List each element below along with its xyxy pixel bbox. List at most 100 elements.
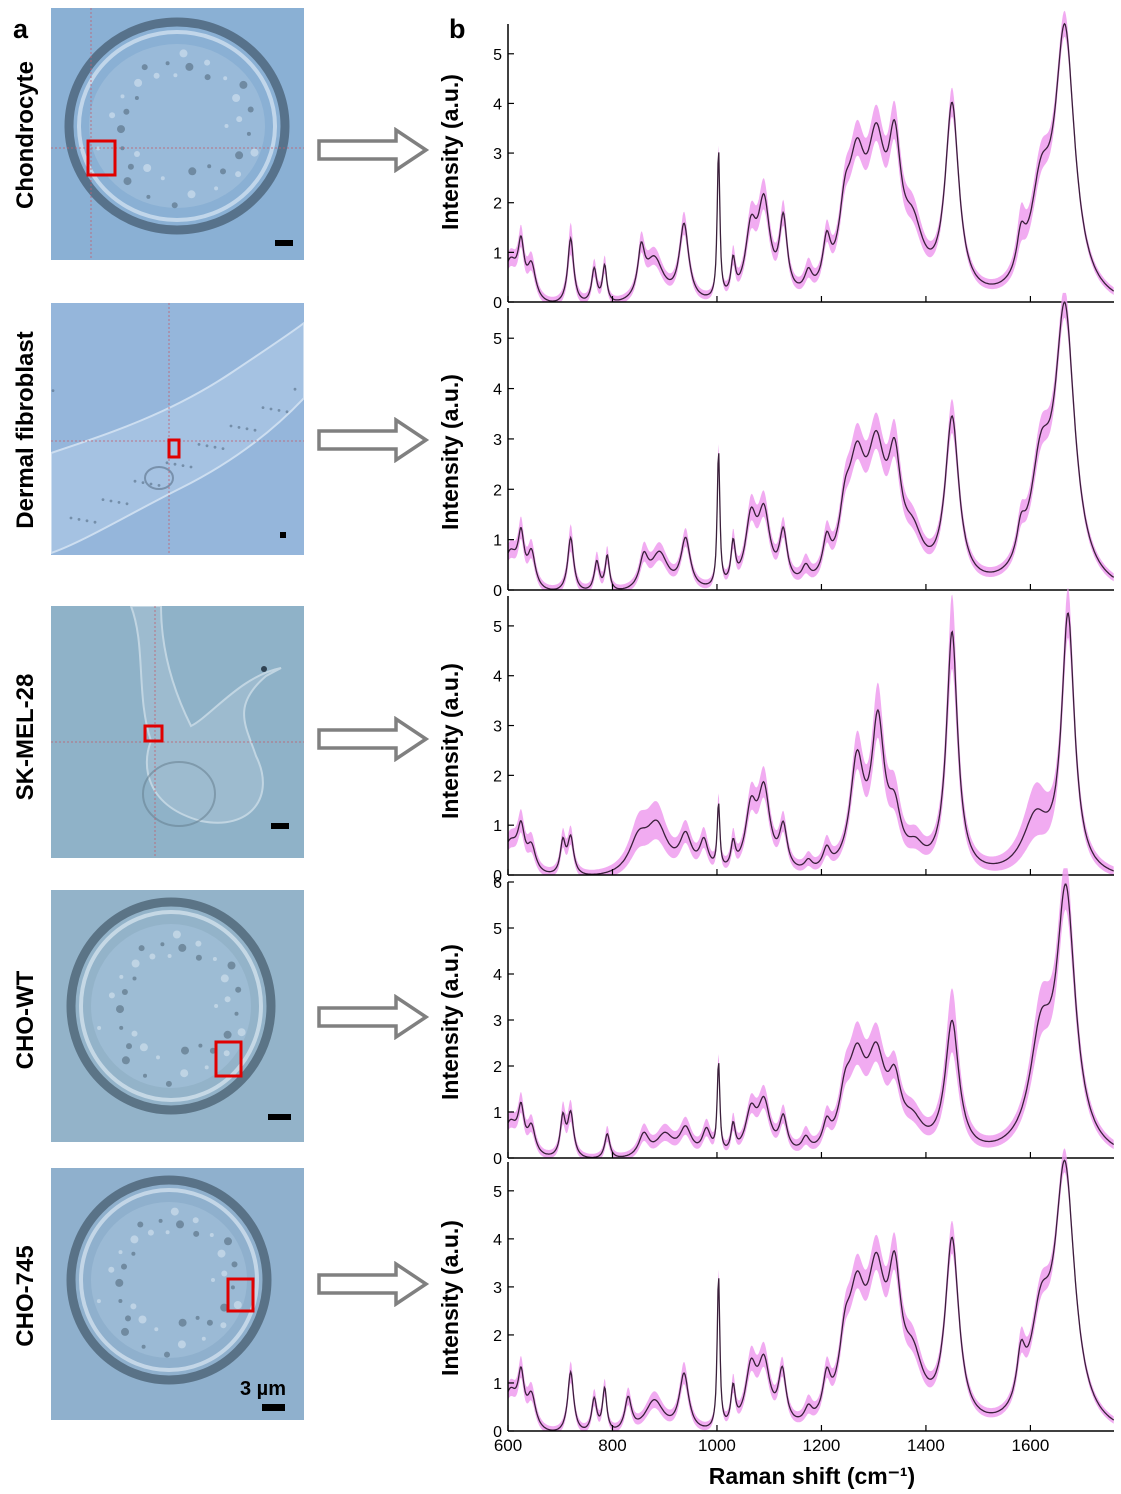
arrow-right-icon	[317, 127, 430, 173]
x-tick-label: 1600	[1011, 1436, 1049, 1455]
granule	[223, 1030, 232, 1039]
granule	[121, 1056, 130, 1065]
granule	[133, 479, 137, 483]
scale-bar	[262, 1404, 285, 1411]
cell-membrane	[64, 17, 290, 235]
granule	[253, 428, 257, 432]
granule	[147, 1229, 154, 1236]
y-axis-label: Intensity (a.u.)	[437, 663, 463, 819]
granule	[237, 1028, 246, 1037]
y-tick-label: 2	[493, 196, 502, 213]
mean-spectrum-3	[507, 612, 1114, 875]
x-tick-label: 600	[494, 1436, 522, 1455]
granule	[125, 1315, 131, 1322]
y-tick-label: 5	[493, 331, 502, 348]
granule	[178, 943, 187, 952]
y-tick-label: 4	[493, 96, 502, 113]
granule	[209, 1047, 216, 1054]
granule	[134, 78, 143, 87]
granule	[141, 64, 148, 71]
granule	[121, 989, 128, 995]
arrow-right-icon	[317, 716, 430, 762]
granule	[154, 1327, 159, 1332]
y-tick-label: 4	[493, 1232, 502, 1249]
panel-b-label: b	[449, 14, 466, 44]
micrograph-chondrocyte	[51, 8, 304, 260]
granule	[185, 62, 194, 71]
granule	[123, 177, 132, 186]
granule	[178, 1318, 187, 1327]
granule	[177, 1340, 186, 1349]
y-tick-label: 3	[493, 146, 502, 163]
granule	[138, 945, 145, 952]
granule	[121, 1327, 129, 1336]
y-tick-label: 1	[493, 1376, 502, 1393]
granule	[119, 974, 124, 979]
granule	[180, 1069, 189, 1078]
granule	[221, 447, 225, 450]
y-tick-label: 5	[493, 619, 502, 636]
granule	[198, 1043, 203, 1048]
granule	[195, 1315, 200, 1320]
sd-band-4	[508, 868, 1114, 1158]
roi-box	[226, 1277, 255, 1313]
granule	[237, 426, 241, 429]
y-tick-label: 5	[493, 47, 502, 64]
granule	[171, 202, 178, 209]
cell-cytoplasm	[91, 1202, 247, 1358]
micrograph-cho-745	[51, 1168, 304, 1420]
scale-bar	[271, 823, 289, 829]
y-axis-label: Intensity (a.u.)	[437, 944, 463, 1100]
granule	[118, 1299, 123, 1303]
debris-dot	[261, 666, 267, 672]
arrow-shape	[317, 994, 430, 1040]
granule	[96, 146, 101, 151]
x-tick-label: 1000	[698, 1436, 736, 1455]
roi-box	[143, 724, 164, 743]
y-tick-label: 1	[493, 533, 502, 550]
granule	[160, 176, 165, 181]
mean-spectrum-2	[507, 301, 1115, 590]
granule	[109, 499, 113, 503]
y-tick-label: 2	[493, 1328, 502, 1345]
granule	[239, 80, 248, 89]
y-tick-label: 6	[493, 875, 502, 892]
granule	[214, 1004, 219, 1008]
granule	[235, 171, 242, 178]
granule	[119, 1025, 124, 1030]
granule	[109, 112, 116, 119]
granule	[149, 482, 153, 486]
sd-band-1	[508, 10, 1114, 303]
sd-band-3	[508, 588, 1114, 875]
granule	[130, 1303, 137, 1310]
granule	[206, 1319, 213, 1326]
granule	[120, 146, 125, 151]
y-tick-label: 1	[493, 245, 502, 262]
y-tick-label: 0	[493, 1151, 502, 1168]
scale-bar	[275, 240, 293, 246]
granule	[193, 1230, 200, 1237]
granule	[176, 1220, 184, 1229]
granule	[101, 498, 105, 501]
granule	[229, 424, 233, 428]
y-tick-label: 1	[493, 1105, 502, 1122]
granule	[108, 992, 115, 999]
granule	[172, 930, 181, 939]
y-tick-label: 4	[493, 382, 502, 399]
micrograph-image	[51, 8, 304, 260]
cell-cytoplasm	[91, 924, 251, 1088]
granule	[108, 1266, 115, 1273]
y-tick-label: 3	[493, 1013, 502, 1030]
granule	[164, 1351, 170, 1358]
granule	[195, 940, 202, 947]
arrow-right-icon	[317, 417, 430, 463]
cell-membrane	[66, 1175, 272, 1385]
granule	[211, 1278, 215, 1282]
granule	[139, 1043, 148, 1052]
y-tick-label: 1	[493, 818, 502, 835]
granule	[179, 49, 188, 58]
granule	[97, 1026, 102, 1030]
panel-a-label: a	[13, 14, 29, 44]
y-tick-label: 4	[493, 669, 502, 686]
